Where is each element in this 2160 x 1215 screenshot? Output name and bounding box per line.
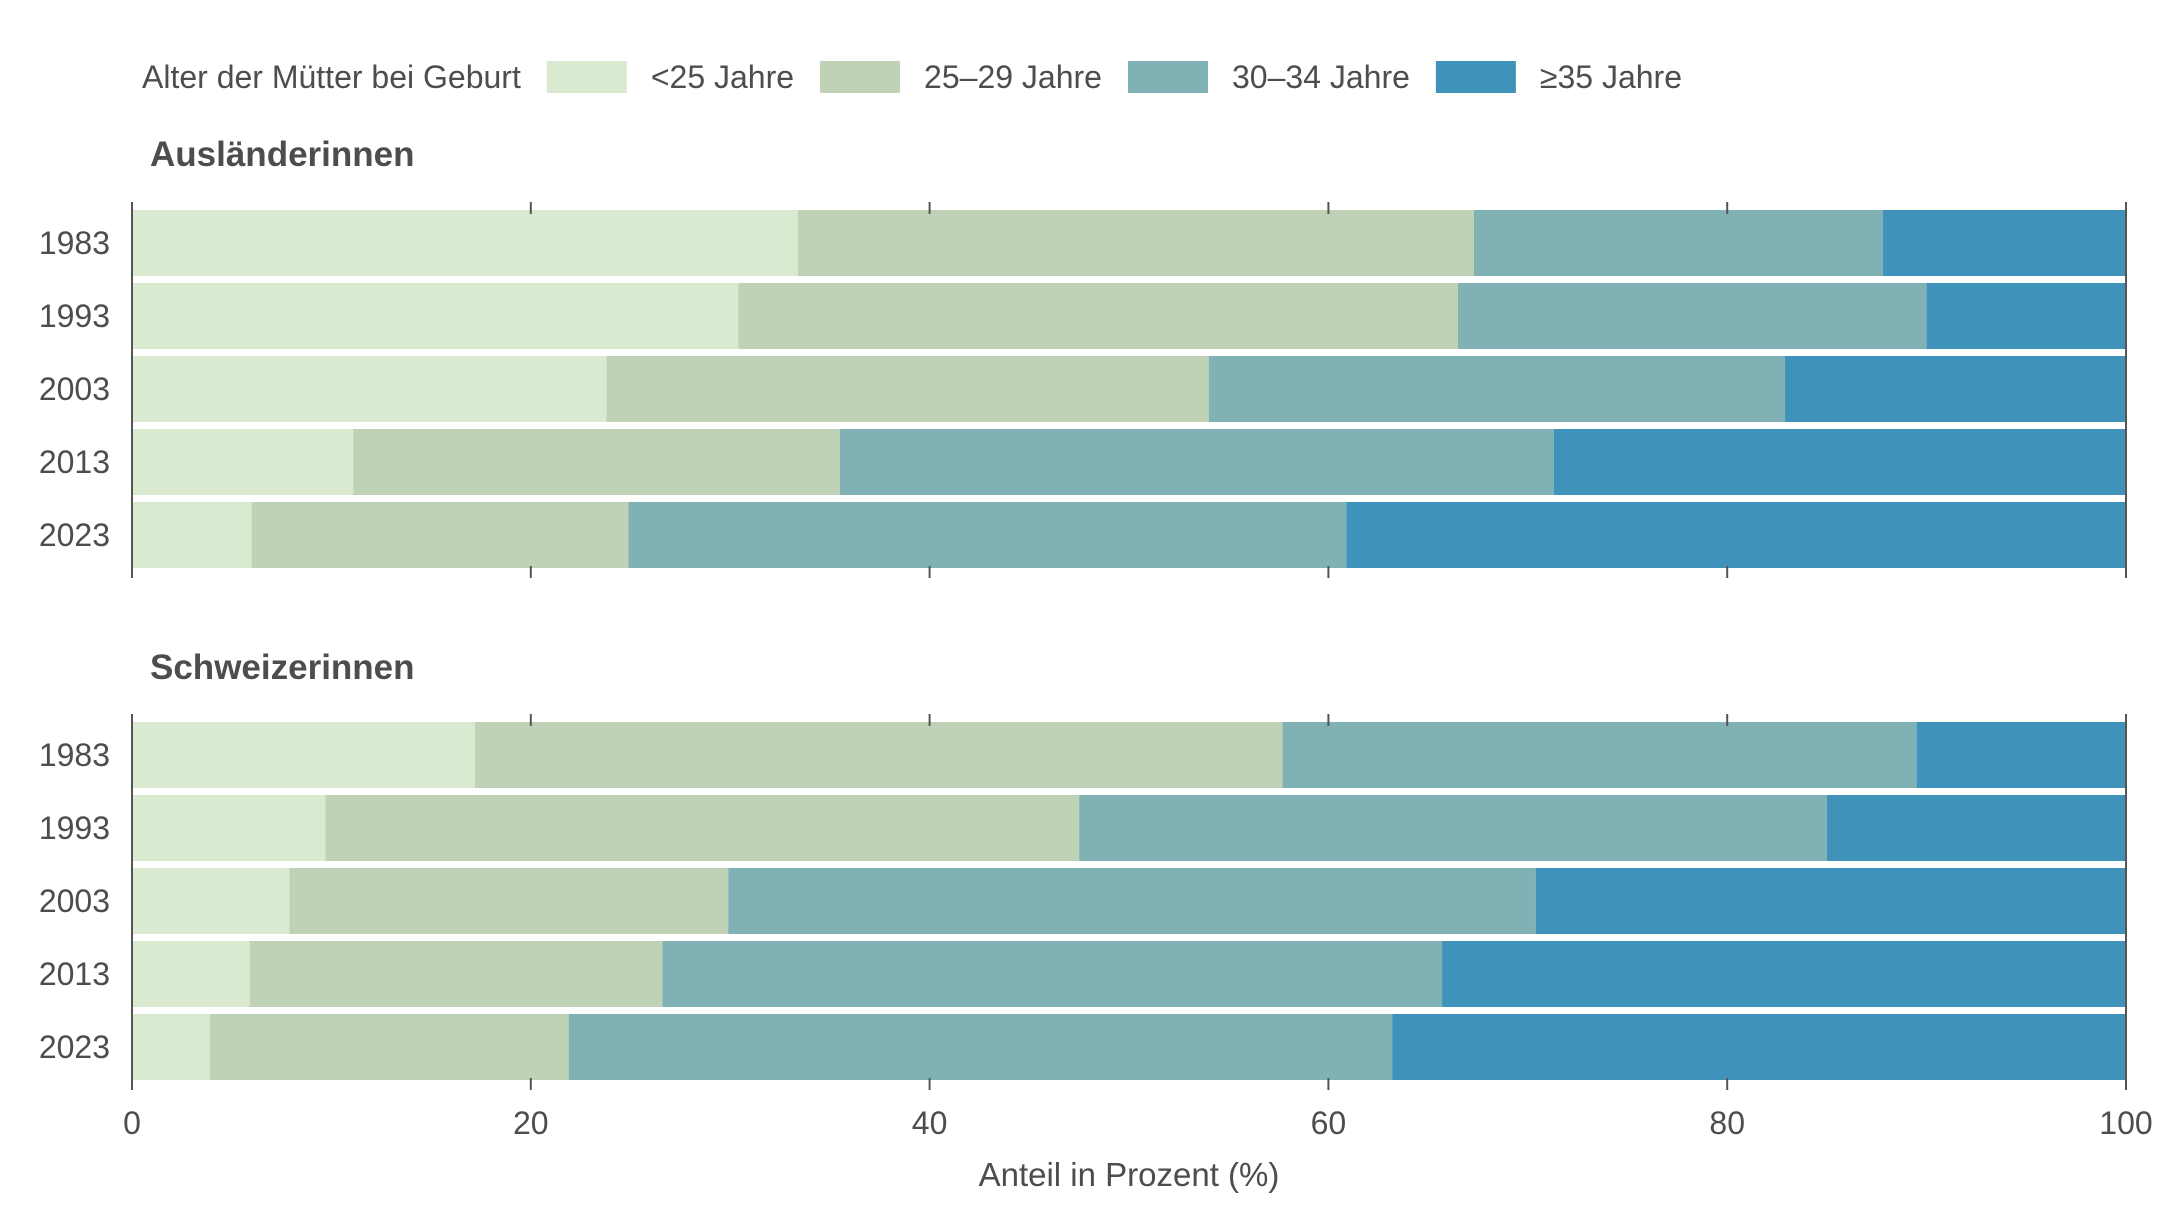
bar-segment-1-2-0: [132, 868, 290, 934]
legend-swatch-2: [1127, 61, 1208, 93]
category-label-0-3: 2013: [39, 444, 110, 480]
category-label-0-0: 1983: [39, 225, 110, 261]
bar-segment-1-4-2: [568, 1014, 1393, 1080]
bar-segment-1-4-3: [1392, 1014, 2126, 1080]
panels: Ausländerinnen19831993200320132023Schwei…: [39, 135, 2127, 1090]
x-tick-label-3: 60: [1311, 1105, 1347, 1141]
category-label-1-1: 1993: [39, 810, 110, 846]
bar-segment-0-1-0: [132, 283, 739, 349]
bar-segment-0-2-2: [1208, 356, 1786, 422]
bar-segment-0-3-3: [1553, 429, 2126, 495]
bar-segment-1-0-0: [132, 722, 475, 788]
panel-1: Schweizerinnen 1983 1993 2003 2013 2023: [39, 648, 2127, 1090]
x-axis: 0 20 40 60 80 100: [123, 1105, 2153, 1141]
bar-segment-1-2-2: [728, 868, 1536, 934]
bar-segment-0-0-2: [1473, 210, 1883, 276]
panel-0: Ausländerinnen 1983 1993 2003 2013 2023: [39, 135, 2127, 578]
bar-segment-0-3-1: [353, 429, 840, 495]
legend-swatch-0: [546, 61, 627, 93]
panel-title-0: Ausländerinnen: [150, 135, 414, 174]
bar-segment-1-3-2: [662, 941, 1443, 1007]
legend-label-0: <25 Jahre: [651, 59, 794, 95]
panel-title-1: Schweizerinnen: [150, 648, 415, 687]
bar-segment-1-3-3: [1442, 941, 2126, 1007]
category-label-0-2: 2003: [39, 371, 110, 407]
x-tick-label-5: 100: [2099, 1105, 2152, 1141]
bar-segment-0-2-0: [132, 356, 607, 422]
x-tick-label-4: 80: [1709, 1105, 1745, 1141]
legend-label-2: 30–34 Jahre: [1232, 59, 1410, 95]
category-label-1-3: 2013: [39, 956, 110, 992]
bar-segment-0-2-1: [606, 356, 1209, 422]
bar-segment-1-0-3: [1916, 722, 2126, 788]
bar-segment-0-1-1: [738, 283, 1459, 349]
bar-segment-1-2-1: [289, 868, 729, 934]
bar-segment-1-4-1: [209, 1014, 569, 1080]
bar-segment-1-2-3: [1535, 868, 2126, 934]
bar-segment-0-4-1: [251, 502, 629, 568]
bar-segment-0-1-2: [1458, 283, 1927, 349]
x-tick-label-0: 0: [123, 1105, 141, 1141]
category-label-1-2: 2003: [39, 883, 110, 919]
category-label-0-1: 1993: [39, 298, 110, 334]
legend-swatch-3: [1435, 61, 1516, 93]
bar-segment-1-0-1: [474, 722, 1283, 788]
legend: Alter der Mütter bei Geburt <25 Jahre 25–…: [142, 59, 1682, 95]
bar-segment-1-1-3: [1826, 795, 2126, 861]
bar-segment-1-1-1: [325, 795, 1080, 861]
bar-segment-0-3-0: [132, 429, 354, 495]
bar-segment-0-4-0: [132, 502, 252, 568]
bar-segment-1-1-2: [1079, 795, 1827, 861]
category-label-1-4: 2023: [39, 1029, 110, 1065]
category-label-1-0: 1983: [39, 737, 110, 773]
bar-segment-1-0-2: [1282, 722, 1917, 788]
bar-segment-0-2-3: [1785, 356, 2126, 422]
legend-title: Alter der Mütter bei Geburt: [142, 59, 521, 95]
bar-segment-1-3-0: [132, 941, 250, 1007]
bar-segment-1-3-1: [249, 941, 663, 1007]
legend-label-1: 25–29 Jahre: [924, 59, 1102, 95]
x-tick-label-2: 40: [912, 1105, 948, 1141]
bar-segment-0-4-3: [1346, 502, 2126, 568]
bar-segment-1-4-0: [132, 1014, 210, 1080]
x-axis-title: Anteil in Prozent (%): [979, 1156, 1280, 1193]
bar-segment-1-1-0: [132, 795, 326, 861]
legend-swatch-1: [820, 61, 901, 93]
legend-label-3: ≥35 Jahre: [1540, 59, 1682, 95]
bar-segment-0-0-1: [797, 210, 1474, 276]
x-tick-label-1: 20: [513, 1105, 549, 1141]
bar-segment-0-1-3: [1926, 283, 2126, 349]
bar-segment-0-4-2: [628, 502, 1347, 568]
category-label-0-4: 2023: [39, 517, 110, 553]
bar-segment-0-3-2: [839, 429, 1554, 495]
bar-segment-0-0-0: [132, 210, 798, 276]
bar-segment-0-0-3: [1882, 210, 2126, 276]
